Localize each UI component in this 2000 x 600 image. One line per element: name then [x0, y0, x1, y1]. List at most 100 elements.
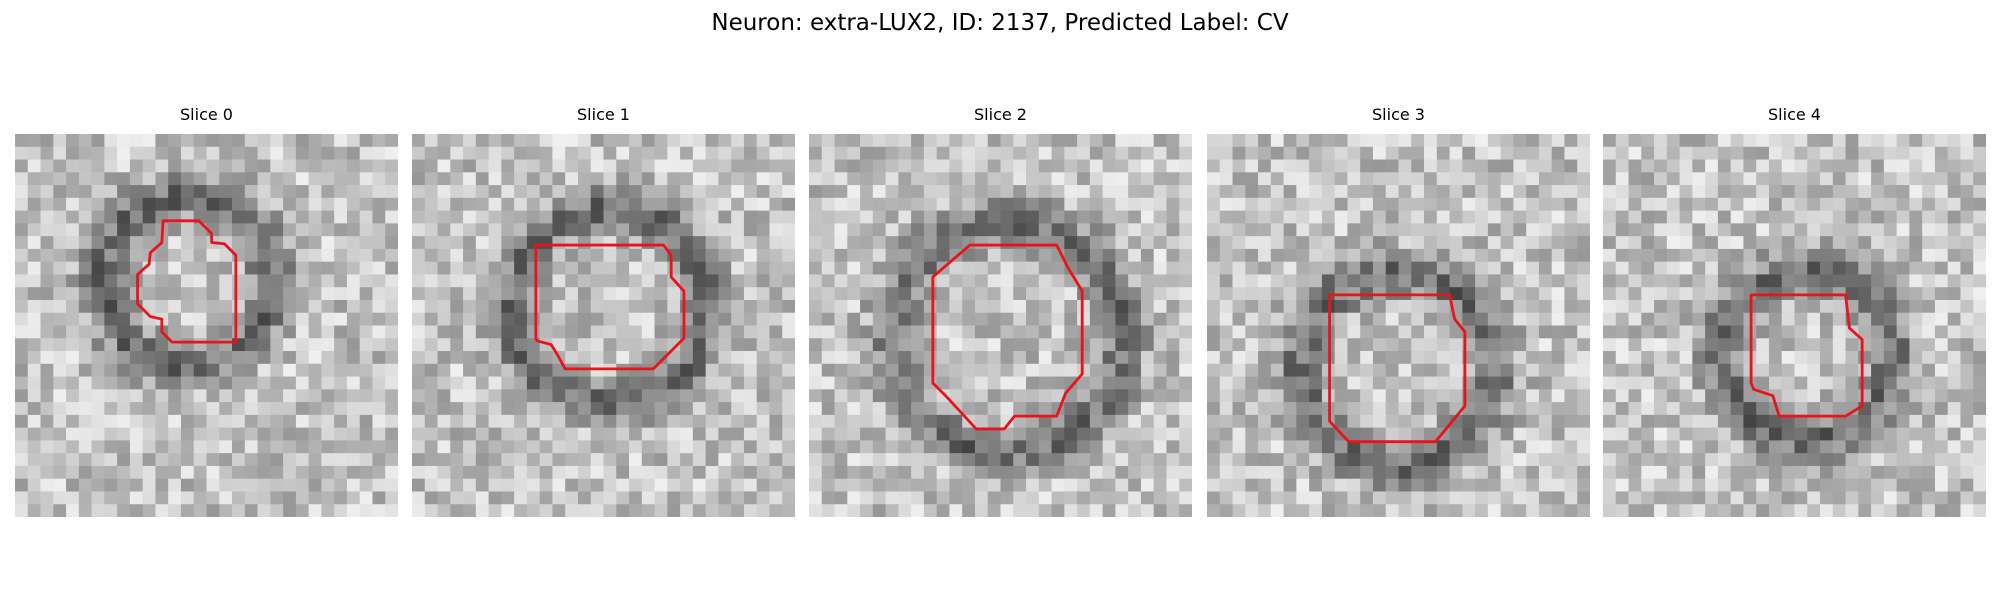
- pixel: [501, 389, 515, 403]
- pixel: [1038, 389, 1052, 403]
- pixel: [1513, 363, 1527, 377]
- pixel: [1705, 159, 1719, 173]
- pixel: [1102, 402, 1116, 416]
- pixel: [603, 134, 617, 148]
- pixel: [1513, 453, 1527, 467]
- pixel: [257, 197, 271, 211]
- pixel: [463, 134, 477, 148]
- pixel: [1743, 491, 1757, 505]
- pixel: [1603, 414, 1617, 429]
- pixel: [1717, 414, 1732, 429]
- pixel: [692, 312, 707, 326]
- pixel: [1475, 351, 1489, 365]
- pixel: [27, 325, 41, 339]
- pixel: [1564, 389, 1578, 403]
- pixel: [117, 248, 131, 263]
- pixel: [552, 159, 566, 173]
- pixel: [1115, 312, 1129, 326]
- pixel: [1705, 248, 1719, 263]
- pixel: [1628, 185, 1642, 199]
- pixel: [1140, 351, 1155, 365]
- pixel: [692, 376, 707, 390]
- pixel: [1487, 478, 1502, 492]
- pixel: [1845, 287, 1859, 301]
- pixel: [1756, 210, 1770, 224]
- pixel: [782, 376, 795, 390]
- pixel: [987, 185, 1001, 199]
- pixel: [206, 465, 220, 480]
- pixel: [1436, 146, 1450, 160]
- pixel: [1051, 414, 1065, 429]
- pixel: [488, 376, 502, 390]
- pixel: [692, 478, 707, 492]
- pixel: [1232, 440, 1246, 454]
- pixel: [680, 376, 694, 390]
- pixel: [756, 299, 770, 314]
- pixel: [450, 210, 464, 224]
- pixel: [257, 223, 271, 237]
- pixel: [321, 159, 335, 173]
- pixel: [1871, 185, 1885, 199]
- pixel: [1309, 248, 1323, 263]
- pixel: [1207, 504, 1221, 517]
- pixel: [437, 453, 451, 467]
- pixel: [1768, 299, 1783, 314]
- pixel: [1564, 312, 1578, 326]
- pixel: [1219, 465, 1233, 480]
- pixel: [1245, 478, 1259, 492]
- pixel: [756, 223, 770, 237]
- pixel: [283, 172, 297, 186]
- pixel: [1858, 338, 1872, 352]
- pixel: [552, 274, 566, 288]
- pixel: [437, 236, 451, 250]
- pixel: [155, 248, 169, 263]
- pixel: [53, 376, 67, 390]
- pixel: [821, 236, 835, 250]
- pixel: [590, 223, 604, 237]
- pixel: [1051, 287, 1065, 301]
- pixel: [1820, 491, 1834, 505]
- pixel: [1666, 338, 1680, 352]
- pixel: [15, 389, 29, 403]
- pixel: [463, 299, 477, 314]
- pixel: [1705, 389, 1719, 403]
- pixel: [27, 504, 41, 517]
- pixel: [603, 159, 617, 173]
- image-panel: [15, 134, 398, 517]
- pixel: [437, 325, 451, 339]
- pixel: [1679, 440, 1693, 454]
- pixel: [565, 312, 579, 326]
- pixel: [295, 478, 310, 492]
- pixel: [1000, 402, 1014, 416]
- pixel: [180, 491, 195, 505]
- pixel: [565, 440, 579, 454]
- pixel: [692, 299, 707, 314]
- pixel: [590, 287, 604, 301]
- pixel: [911, 261, 925, 275]
- pixel: [308, 134, 322, 148]
- pixel: [654, 287, 668, 301]
- pixel: [769, 363, 783, 377]
- pixel: [1219, 325, 1233, 339]
- pixel: [1960, 402, 1974, 416]
- pixel: [1756, 325, 1770, 339]
- pixel: [488, 159, 502, 173]
- pixel: [1207, 261, 1221, 275]
- pixel: [1128, 159, 1142, 173]
- pixel: [385, 197, 398, 211]
- pixel: [1436, 376, 1450, 390]
- pixel: [539, 134, 553, 148]
- pixel: [180, 236, 195, 250]
- pixel: [1038, 146, 1052, 160]
- pixel: [1781, 172, 1795, 186]
- pixel: [898, 414, 912, 429]
- pixel: [1730, 478, 1744, 492]
- pixel: [1347, 414, 1361, 429]
- pixel: [1858, 223, 1872, 237]
- pixel: [923, 504, 938, 517]
- pixel: [1347, 134, 1361, 148]
- pixel: [718, 338, 732, 352]
- pixel: [1102, 134, 1116, 148]
- pixel: [1781, 389, 1795, 403]
- pixel: [667, 236, 681, 250]
